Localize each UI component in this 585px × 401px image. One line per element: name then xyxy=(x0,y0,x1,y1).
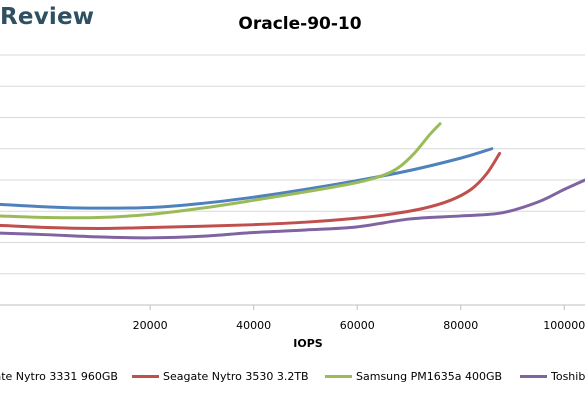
x-tick-label: 60000 xyxy=(340,319,375,332)
legend-label: Toshiba xyxy=(551,370,585,383)
legend-item-1: Seagate Nytro 3331 960GB xyxy=(0,370,118,383)
chart-legend: Seagate Nytro 3331 960GB Seagate Nytro 35… xyxy=(0,370,585,390)
gridlines xyxy=(0,54,585,275)
legend-swatch xyxy=(132,375,159,378)
axes xyxy=(0,304,585,310)
site-brand: Review xyxy=(0,4,95,30)
legend-label: Seagate Nytro 3530 3.2TB xyxy=(163,370,309,383)
series-lines xyxy=(0,122,585,240)
series-line-1 xyxy=(0,147,494,210)
legend-item-2: Seagate Nytro 3530 3.2TB xyxy=(132,370,309,383)
legend-item-3: Samsung PM1635a 400GB xyxy=(325,370,502,383)
legend-swatch xyxy=(325,375,352,378)
legend-item-4: Toshiba xyxy=(520,370,585,383)
legend-swatch xyxy=(520,375,547,378)
series-line-3 xyxy=(0,122,442,220)
legend-label: Seagate Nytro 3331 960GB xyxy=(0,370,118,383)
x-tick-labels: 20000 40000 60000 80000 100000 xyxy=(133,319,585,332)
x-tick-label: 20000 xyxy=(133,319,168,332)
x-tick-label: 40000 xyxy=(236,319,271,332)
x-tick-label: 80000 xyxy=(443,319,478,332)
series-line-2 xyxy=(0,151,502,230)
x-axis-label: IOPS xyxy=(293,337,323,350)
legend-label: Samsung PM1635a 400GB xyxy=(356,370,503,383)
series-line-4 xyxy=(0,178,585,240)
chart-title: Oracle-90-10 xyxy=(238,14,362,34)
x-tick-label: 100000 xyxy=(543,319,585,332)
